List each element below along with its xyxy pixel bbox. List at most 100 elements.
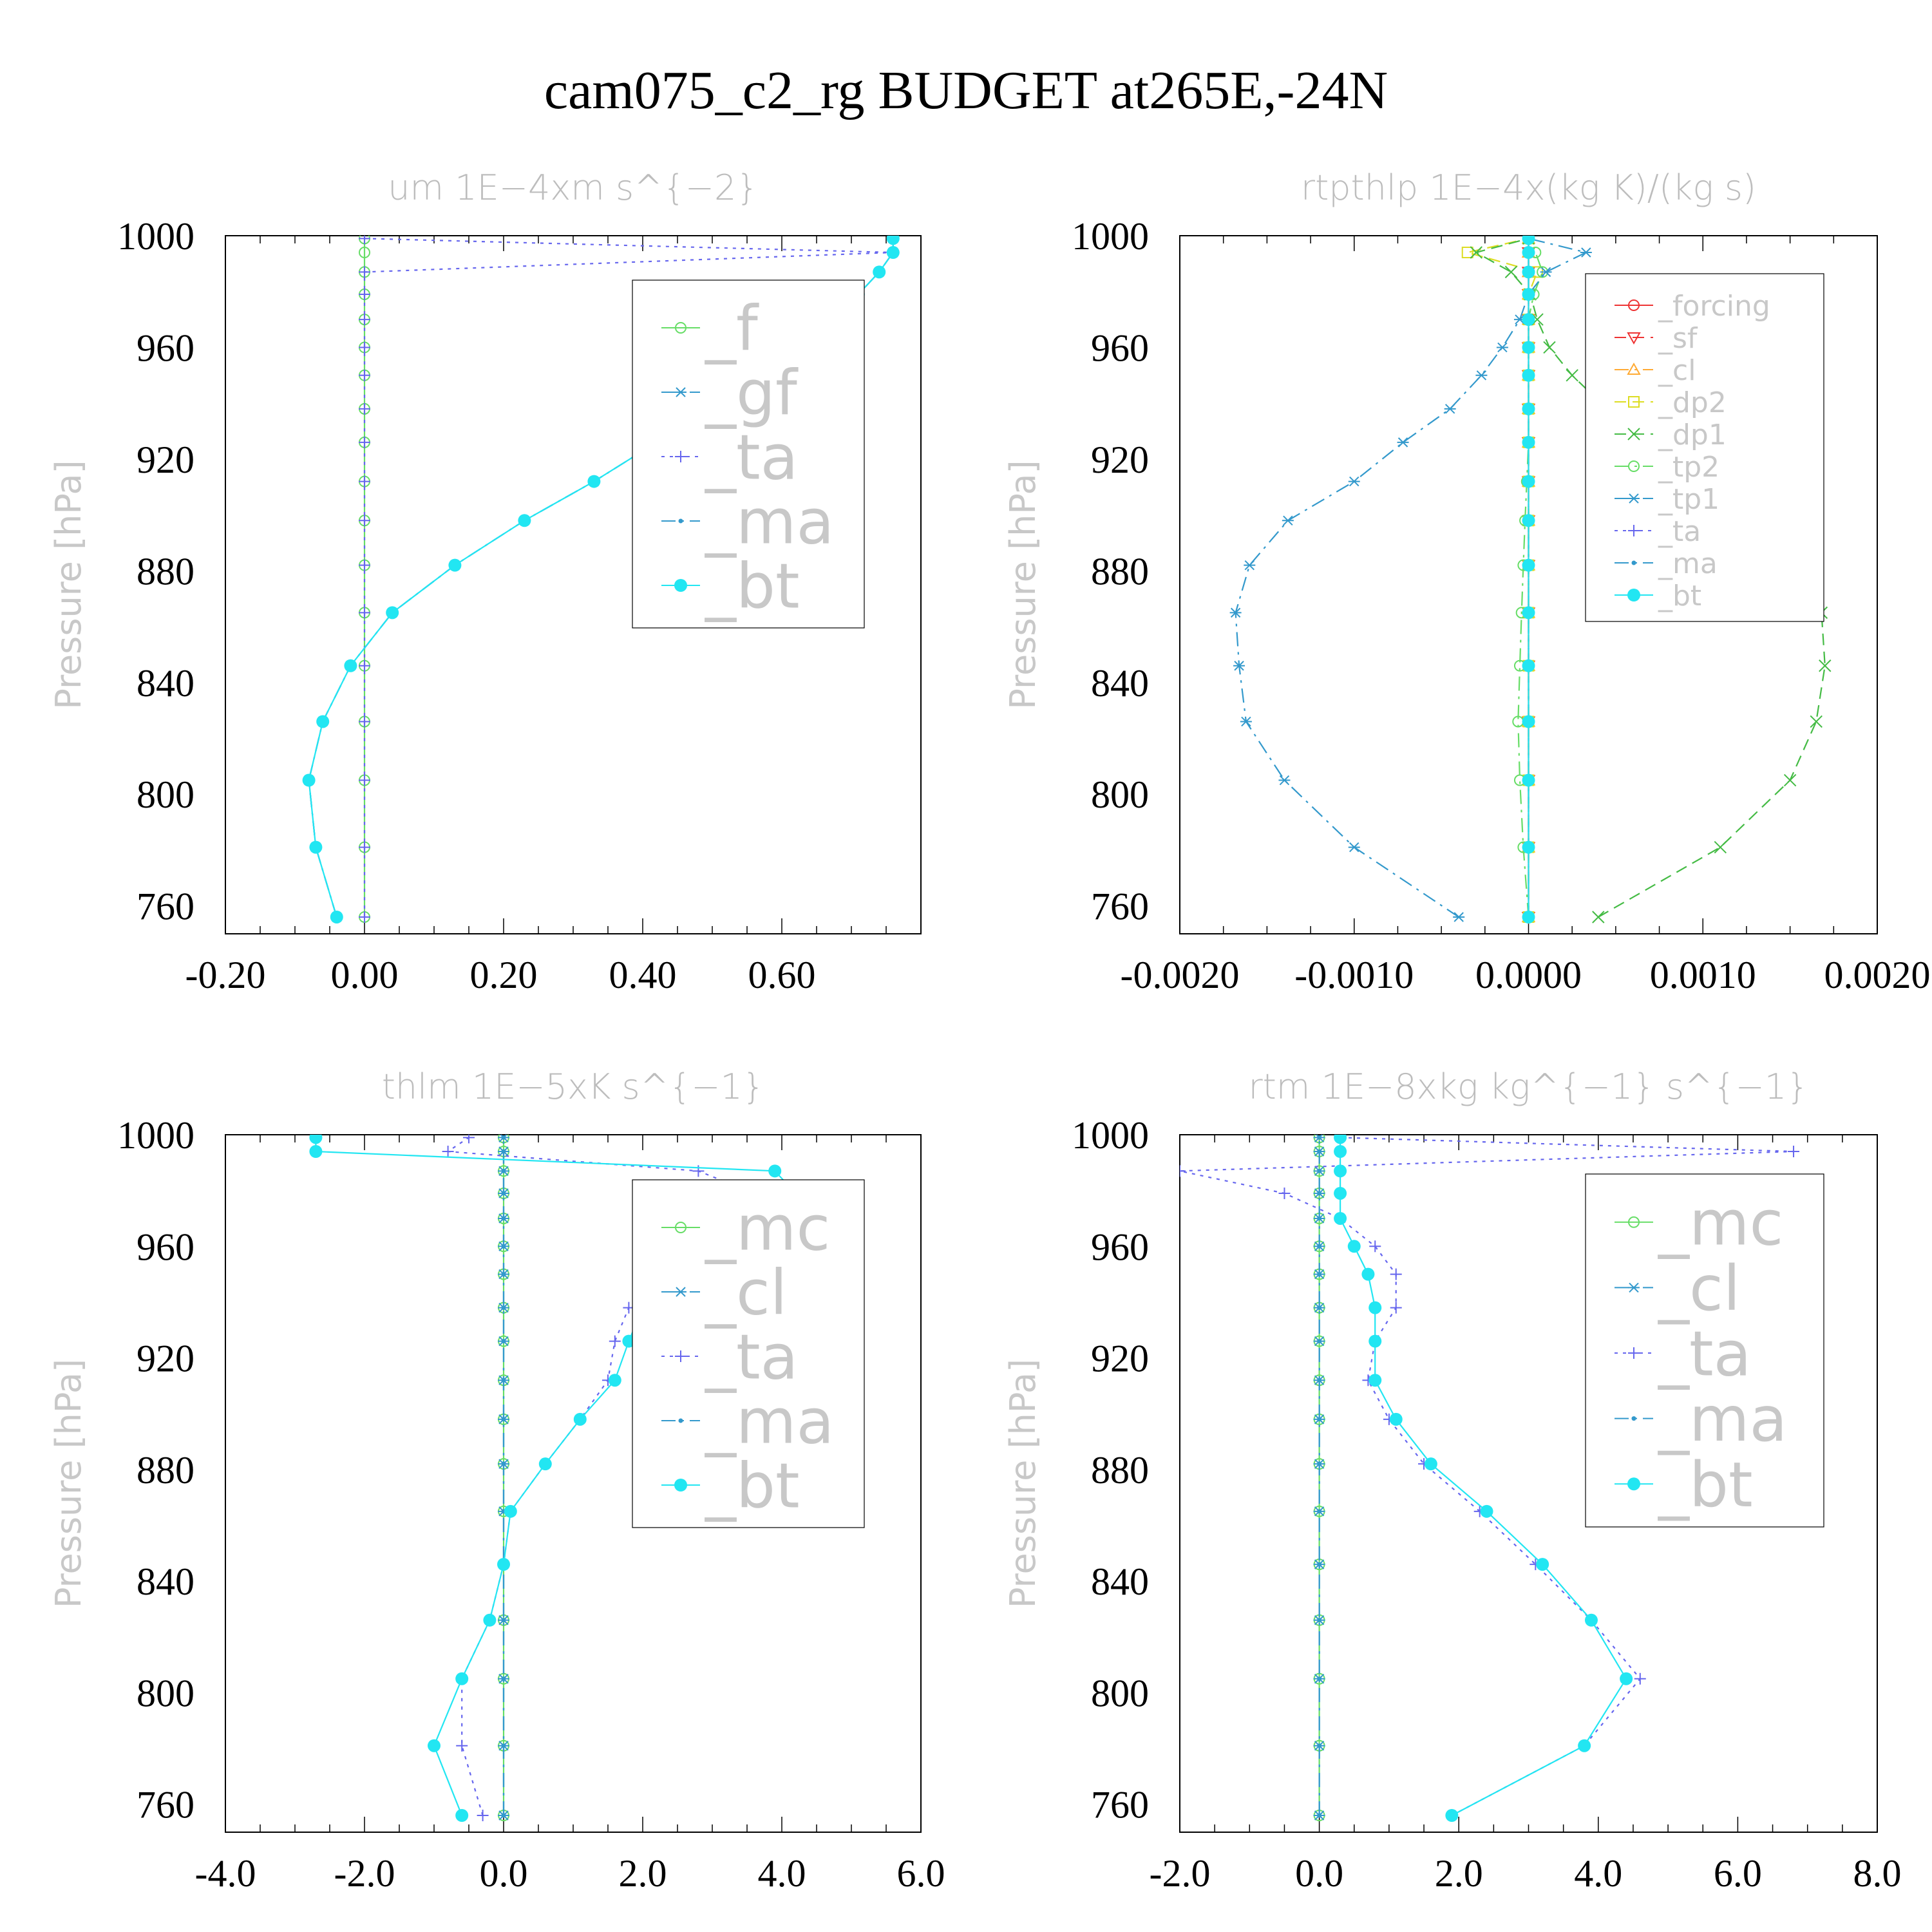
legend-marker — [1628, 396, 1640, 408]
y-tick-label: 800 — [137, 1672, 194, 1714]
data-point — [442, 1145, 454, 1157]
y-tick-label: 960 — [137, 327, 194, 369]
legend-marker — [674, 579, 687, 592]
data-point — [359, 369, 370, 381]
data-point — [1317, 1168, 1322, 1173]
data-point — [1522, 773, 1535, 787]
data-point — [768, 1164, 782, 1178]
legend: _mc_cl_ta_ma_bt — [1585, 1173, 1824, 1528]
y-tick-label: 760 — [1091, 1784, 1149, 1826]
legend-label: _gf — [705, 357, 799, 430]
legend-label: _bt — [705, 551, 800, 623]
data-point — [359, 402, 370, 415]
data-point — [1390, 1268, 1402, 1280]
data-point — [1714, 840, 1727, 854]
legend-label: _sf — [1658, 322, 1698, 355]
data-point — [309, 1135, 323, 1144]
y-tick-label: 760 — [1091, 886, 1149, 928]
data-point — [1317, 1149, 1322, 1154]
data-point — [1480, 1504, 1493, 1518]
data-point — [448, 558, 462, 572]
data-point — [309, 840, 323, 854]
legend-label: _ma — [1658, 547, 1718, 580]
y-axis-label: Pressure [hPa] — [48, 460, 89, 709]
data-point — [1810, 715, 1823, 728]
y-tick-label: 960 — [1091, 1226, 1149, 1268]
legend-box — [1585, 1173, 1824, 1528]
legend-marker — [675, 1350, 687, 1362]
y-tick-label: 880 — [1091, 550, 1149, 592]
y-tick-label: 880 — [137, 1449, 194, 1492]
series-group — [1180, 1135, 1800, 1823]
data-point — [1348, 842, 1360, 853]
data-point — [330, 910, 343, 923]
legend-label: _ma — [1658, 1383, 1787, 1455]
data-point — [501, 1813, 506, 1818]
data-point — [1368, 1334, 1382, 1348]
data-point — [1317, 1417, 1322, 1422]
data-point — [501, 1378, 506, 1383]
data-point — [359, 659, 370, 672]
data-point — [1475, 370, 1488, 381]
data-point — [1445, 1809, 1459, 1823]
x-tick-label: 2.0 — [619, 1852, 667, 1895]
x-tick-label: -2.0 — [1150, 1852, 1211, 1895]
x-tick-label: 0.0020 — [1824, 954, 1931, 996]
data-point — [1522, 435, 1535, 449]
x-tick-label: 0.0010 — [1650, 954, 1756, 996]
y-tick-label: 880 — [137, 550, 194, 592]
data-point — [1278, 775, 1291, 786]
data-point — [501, 1618, 506, 1623]
y-tick-label: 1000 — [1072, 215, 1149, 258]
data-point — [1334, 1186, 1347, 1200]
y-tick-label: 840 — [137, 662, 194, 705]
data-point — [359, 607, 370, 619]
x-tick-label: 0.0000 — [1475, 954, 1582, 996]
legend-label: _bt — [705, 1450, 800, 1522]
data-point — [573, 1412, 587, 1426]
data-point — [316, 715, 330, 728]
legend-label: _forcing — [1658, 290, 1770, 323]
data-point — [1397, 437, 1409, 448]
data-point — [1620, 1672, 1633, 1685]
data-point — [504, 1504, 517, 1518]
legend-marker — [1628, 460, 1640, 472]
x-tick-label: 0.20 — [470, 954, 538, 996]
x-tick-label: 2.0 — [1435, 1852, 1483, 1895]
data-point — [1317, 1562, 1322, 1567]
y-tick-label: 800 — [1091, 1672, 1149, 1714]
data-point — [886, 246, 900, 260]
legend-label: _tp1 — [1658, 483, 1719, 516]
data-point — [1390, 1302, 1402, 1314]
x-tick-label: 0.60 — [748, 954, 816, 996]
x-tick-label: 6.0 — [1714, 1852, 1762, 1895]
data-point — [1334, 1144, 1347, 1158]
data-point — [359, 559, 370, 571]
data-point — [1592, 911, 1605, 923]
data-point — [1334, 1211, 1347, 1225]
data-point — [1522, 606, 1535, 620]
legend-box — [632, 279, 865, 629]
legend-label: _ma — [705, 486, 834, 558]
data-point — [497, 1558, 510, 1571]
data-point — [1783, 773, 1797, 787]
x-tick-label: 0.00 — [331, 954, 399, 996]
data-point — [1244, 560, 1256, 571]
data-point — [1522, 475, 1535, 488]
data-point — [1453, 912, 1465, 922]
data-point — [1522, 246, 1535, 260]
legend-marker — [1631, 560, 1636, 565]
panels: um 1E−4xm s^{−2} Pressure [hPa] 760 800 840 8… — [48, 167, 1931, 1895]
data-point — [359, 314, 370, 326]
data-point — [1788, 1145, 1800, 1157]
y-axis-label: Pressure [hPa] — [48, 1359, 89, 1608]
data-point — [1819, 659, 1832, 672]
data-point — [1389, 1412, 1403, 1426]
chart-panel-4: rtm 1E−8xkg kg^{−1} s^{−1} Pressure [hPa]… — [1003, 1066, 1902, 1895]
data-point — [1317, 1191, 1322, 1196]
data-point — [886, 236, 900, 245]
data-point — [1496, 342, 1508, 353]
chart-panel-3: thlm 1E−5xK s^{−1} Pressure [hPa] 760 800 84… — [48, 1066, 945, 1895]
legend-marker — [1628, 525, 1640, 536]
data-point — [1240, 716, 1252, 727]
